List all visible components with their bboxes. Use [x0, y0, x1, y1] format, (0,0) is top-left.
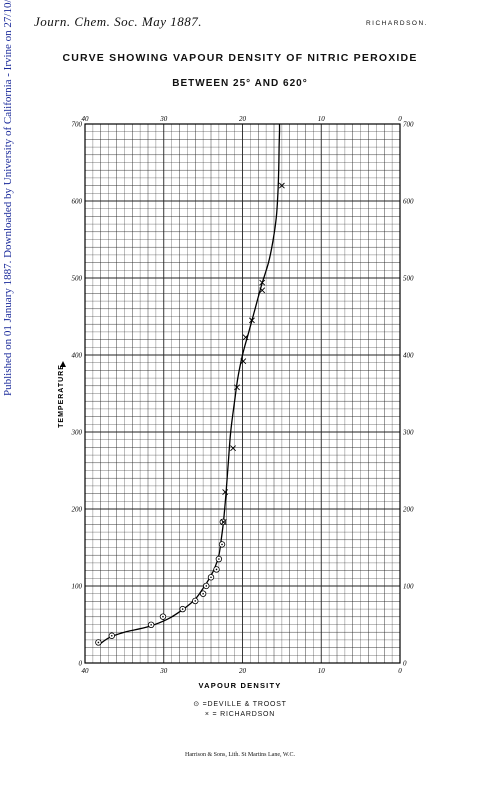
richardson-point: [222, 489, 229, 495]
point-dot: [202, 592, 204, 595]
x-tick-label-bottom: 20: [239, 667, 247, 675]
point-dot: [194, 600, 197, 602]
y-tick-label-left: 400: [72, 352, 83, 360]
y-tick-label-left: 0: [79, 660, 83, 668]
deville-troost-point: [215, 555, 223, 563]
point-dot: [162, 615, 164, 618]
point-dot: [221, 543, 223, 546]
legend-deville: ⊙ =DEVILLE & TROOST: [193, 701, 287, 708]
deville-troost-point: [108, 632, 115, 639]
curve-layer: [98, 123, 281, 646]
richardson-point: [242, 334, 249, 341]
chart-subtitle: BETWEEN 25° AND 620°: [172, 78, 308, 89]
y-tick-label-right: 600: [403, 198, 414, 206]
x-tick-label-bottom: 10: [318, 667, 326, 675]
deville-troost-point: [95, 639, 102, 646]
deville-troost-point: [159, 613, 167, 620]
vapour-density-curve: [98, 123, 281, 646]
deville-troost-point: [199, 590, 207, 597]
x-axis-label: VAPOUR DENSITY: [199, 681, 282, 690]
richardson-point: [249, 317, 255, 324]
cross-stroke: [259, 287, 266, 294]
y-tick-label-right: 0: [403, 660, 407, 668]
x-tick-label-top: 40: [82, 115, 90, 123]
richardson-point: [259, 279, 266, 286]
richardson-point: [278, 182, 285, 189]
y-tick-label-right: 100: [403, 583, 414, 591]
point-dot: [181, 608, 184, 610]
y-tick-label-left: 600: [72, 198, 83, 206]
cross-stroke: [240, 358, 247, 365]
printer-credit: Harrison & Sons, Lith. St Martins Lane, …: [185, 752, 295, 758]
temperature-arrow-icon: [60, 361, 66, 367]
chart-frame: [84, 123, 401, 664]
richardson-point: [240, 358, 247, 365]
deville-troost-point: [218, 541, 226, 548]
y-axis-label: TEMPERATURE: [58, 364, 65, 428]
y-tick-label-right: 700: [403, 121, 414, 129]
x-tick-label-top: 20: [239, 115, 247, 123]
deville-troost-point: [179, 605, 186, 613]
journal-header: Journ. Chem. Soc. May 1887.: [34, 14, 203, 29]
y-tick-label-left: 200: [72, 506, 83, 514]
y-tick-label-right: 500: [403, 275, 414, 283]
y-tick-label-right: 400: [403, 352, 414, 360]
x-tick-label-top: 10: [318, 115, 326, 123]
richardson-point: [259, 287, 266, 294]
x-tick-label-bottom: 0: [398, 667, 402, 675]
point-dot: [205, 585, 208, 587]
y-tick-label-right: 200: [403, 506, 414, 514]
point-dot: [215, 568, 218, 571]
y-tick-label-left: 100: [72, 583, 83, 591]
data-points: [60, 182, 285, 646]
cross-stroke: [220, 519, 227, 526]
chart-title: CURVE SHOWING VAPOUR DENSITY OF NITRIC P…: [62, 52, 418, 64]
deville-troost-point: [147, 621, 155, 629]
richardson-point: [220, 519, 227, 526]
x-tick-label-top: 0: [398, 115, 402, 123]
cross-stroke: [222, 489, 229, 495]
point-dot: [150, 624, 152, 626]
y-tick-label-left: 300: [71, 429, 83, 437]
y-tick-label-right: 300: [402, 429, 414, 437]
deville-troost-point: [192, 597, 199, 605]
cross-stroke: [230, 445, 236, 452]
cross-stroke: [249, 317, 255, 324]
point-dot: [218, 558, 220, 560]
cross-stroke: [234, 384, 240, 391]
richardson-point: [230, 445, 236, 452]
deville-troost-point: [213, 566, 220, 573]
point-dot: [110, 634, 113, 637]
cross-stroke: [259, 279, 266, 286]
plot-border: [84, 123, 401, 664]
x-tick-label-bottom: 40: [82, 667, 90, 675]
x-tick-label-top: 30: [159, 115, 168, 123]
cross-stroke: [278, 182, 285, 189]
deville-troost-point: [207, 574, 215, 581]
y-tick-label-left: 700: [72, 121, 83, 129]
cross-stroke: [242, 334, 249, 341]
chart-grid: [84, 123, 401, 664]
legend-richardson: × = RICHARDSON: [204, 711, 276, 718]
author-label: RICHARDSON.: [365, 20, 428, 27]
point-dot: [210, 576, 212, 579]
deville-troost-point: [203, 582, 210, 590]
richardson-point: [234, 384, 240, 391]
y-tick-label-left: 500: [72, 275, 83, 283]
x-tick-label-bottom: 30: [159, 667, 168, 675]
point-dot: [97, 641, 100, 644]
